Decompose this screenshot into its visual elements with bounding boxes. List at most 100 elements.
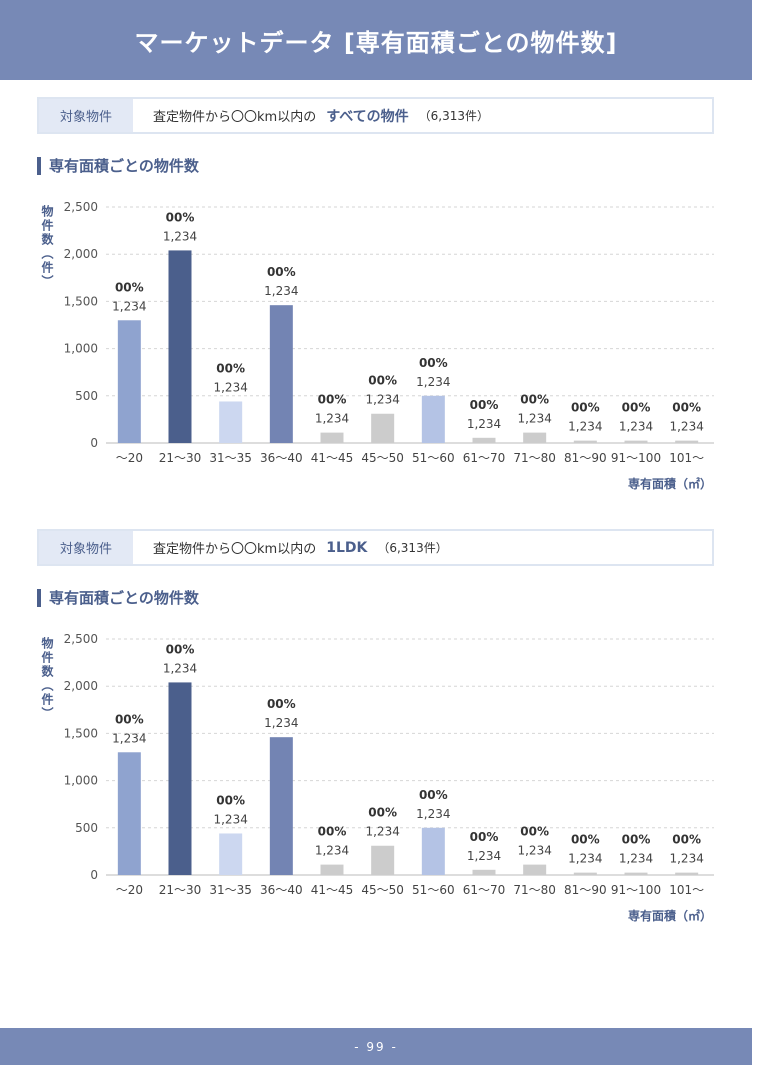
target-type: すべての物件 <box>326 108 409 125</box>
bar <box>371 845 395 875</box>
y-tick-label: 1,000 <box>64 774 98 788</box>
x-tick-label: 45〜50 <box>361 883 404 897</box>
value-label: 1,234 <box>213 380 247 394</box>
bar <box>523 864 547 875</box>
bar <box>675 872 699 875</box>
bar <box>219 833 243 875</box>
percent-label: 00% <box>520 393 549 407</box>
value-label: 1,234 <box>467 417 501 431</box>
percent-label: 00% <box>672 833 701 847</box>
value-label: 1,234 <box>264 284 298 298</box>
x-tick-label: 61〜70 <box>463 883 506 897</box>
y-tick-label: 500 <box>75 389 98 403</box>
target-count: （6,313件） <box>377 541 448 555</box>
y-tick-label: 1,000 <box>64 342 98 356</box>
y-tick-label: 2,000 <box>64 679 98 693</box>
target-prefix: 査定物件から〇〇km以内の <box>153 542 317 557</box>
value-label: 1,234 <box>264 716 298 730</box>
value-label: 1,234 <box>416 375 450 389</box>
bar-chart-2: 物件数（件） 0 500 1,000 1,500 2,000 2,500 1,234 00% 〜2… <box>40 632 714 923</box>
percent-label: 00% <box>672 401 701 415</box>
y-tick-label: 2,000 <box>64 247 98 261</box>
value-label: 1,234 <box>365 393 399 407</box>
percent-label: 00% <box>622 401 651 415</box>
target-label: 対象物件 <box>39 99 133 132</box>
x-axis-label: 専有面積（㎡） <box>628 476 712 491</box>
percent-label: 00% <box>622 833 651 847</box>
percent-label: 00% <box>368 806 397 820</box>
y-tick-label: 1,500 <box>64 294 98 308</box>
percent-label: 00% <box>318 393 347 407</box>
bar <box>320 864 344 875</box>
bar <box>269 305 293 443</box>
x-tick-label: 21〜30 <box>159 883 202 897</box>
value-label: 1,234 <box>112 299 146 313</box>
bar <box>421 827 445 875</box>
target-prefix: 査定物件から〇〇km以内の <box>153 110 317 125</box>
bar-chart-1: 物件数（件） 0 500 1,000 1,500 2,000 2,500 1,234 00% 〜2… <box>40 200 714 491</box>
bar <box>573 872 597 875</box>
percent-label: 00% <box>267 265 296 279</box>
x-tick-label: 91〜100 <box>611 451 661 465</box>
x-tick-label: 41〜45 <box>311 883 354 897</box>
percent-label: 00% <box>115 280 144 294</box>
percent-label: 00% <box>470 830 499 844</box>
bar <box>675 440 699 443</box>
x-tick-label: 31〜35 <box>209 883 252 897</box>
percent-label: 00% <box>419 356 448 370</box>
value-label: 1,234 <box>619 852 653 866</box>
x-tick-label: 45〜50 <box>361 451 404 465</box>
percent-label: 00% <box>166 210 195 224</box>
bar <box>573 440 597 443</box>
page-title: マーケットデータ [専有面積ごとの物件数] <box>134 28 618 57</box>
bar <box>269 737 293 875</box>
x-tick-label: 71〜80 <box>513 451 556 465</box>
value-label: 1,234 <box>619 420 653 434</box>
x-tick-label: 101〜 <box>669 451 704 465</box>
value-label: 1,234 <box>568 852 602 866</box>
y-tick-label: 2,500 <box>64 632 98 646</box>
bar <box>117 320 141 443</box>
value-label: 1,234 <box>213 812 247 826</box>
x-tick-label: 61〜70 <box>463 451 506 465</box>
target-count: （6,313件） <box>418 109 490 123</box>
x-tick-label: 51〜60 <box>412 883 455 897</box>
bar <box>168 682 192 875</box>
x-tick-label: 51〜60 <box>412 451 455 465</box>
page-header: マーケットデータ [専有面積ごとの物件数] <box>0 0 752 80</box>
x-tick-label: 41〜45 <box>311 451 354 465</box>
bar <box>421 395 445 443</box>
target-box-1: 対象物件 査定物件から〇〇km以内の すべての物件 （6,313件） <box>37 97 714 134</box>
percent-label: 00% <box>216 793 245 807</box>
value-label: 1,234 <box>517 412 551 426</box>
page-number: - 99 - <box>354 1039 398 1054</box>
chart-title-1: 専有面積ごとの物件数 <box>37 157 199 175</box>
percent-label: 00% <box>419 788 448 802</box>
chart-title-2: 専有面積ごとの物件数 <box>37 589 199 607</box>
page-footer: - 99 - <box>0 1028 752 1065</box>
y-tick-label: 2,500 <box>64 200 98 214</box>
value-label: 1,234 <box>315 412 349 426</box>
x-axis-label: 専有面積（㎡） <box>628 908 712 923</box>
x-tick-label: 31〜35 <box>209 451 252 465</box>
bar <box>168 250 192 443</box>
value-label: 1,234 <box>163 661 197 675</box>
value-label: 1,234 <box>365 825 399 839</box>
percent-label: 00% <box>571 833 600 847</box>
bar <box>472 869 496 875</box>
x-tick-label: 〜20 <box>116 451 143 465</box>
bar <box>371 413 395 443</box>
bar <box>523 432 547 443</box>
value-label: 1,234 <box>467 849 501 863</box>
x-tick-label: 81〜90 <box>564 451 607 465</box>
x-tick-label: 101〜 <box>669 883 704 897</box>
value-label: 1,234 <box>315 844 349 858</box>
percent-label: 00% <box>470 398 499 412</box>
x-tick-label: 36〜40 <box>260 451 303 465</box>
percent-label: 00% <box>115 712 144 726</box>
x-tick-label: 36〜40 <box>260 883 303 897</box>
y-tick-label: 1,500 <box>64 726 98 740</box>
value-label: 1,234 <box>568 420 602 434</box>
percent-label: 00% <box>571 401 600 415</box>
bar <box>219 401 243 443</box>
